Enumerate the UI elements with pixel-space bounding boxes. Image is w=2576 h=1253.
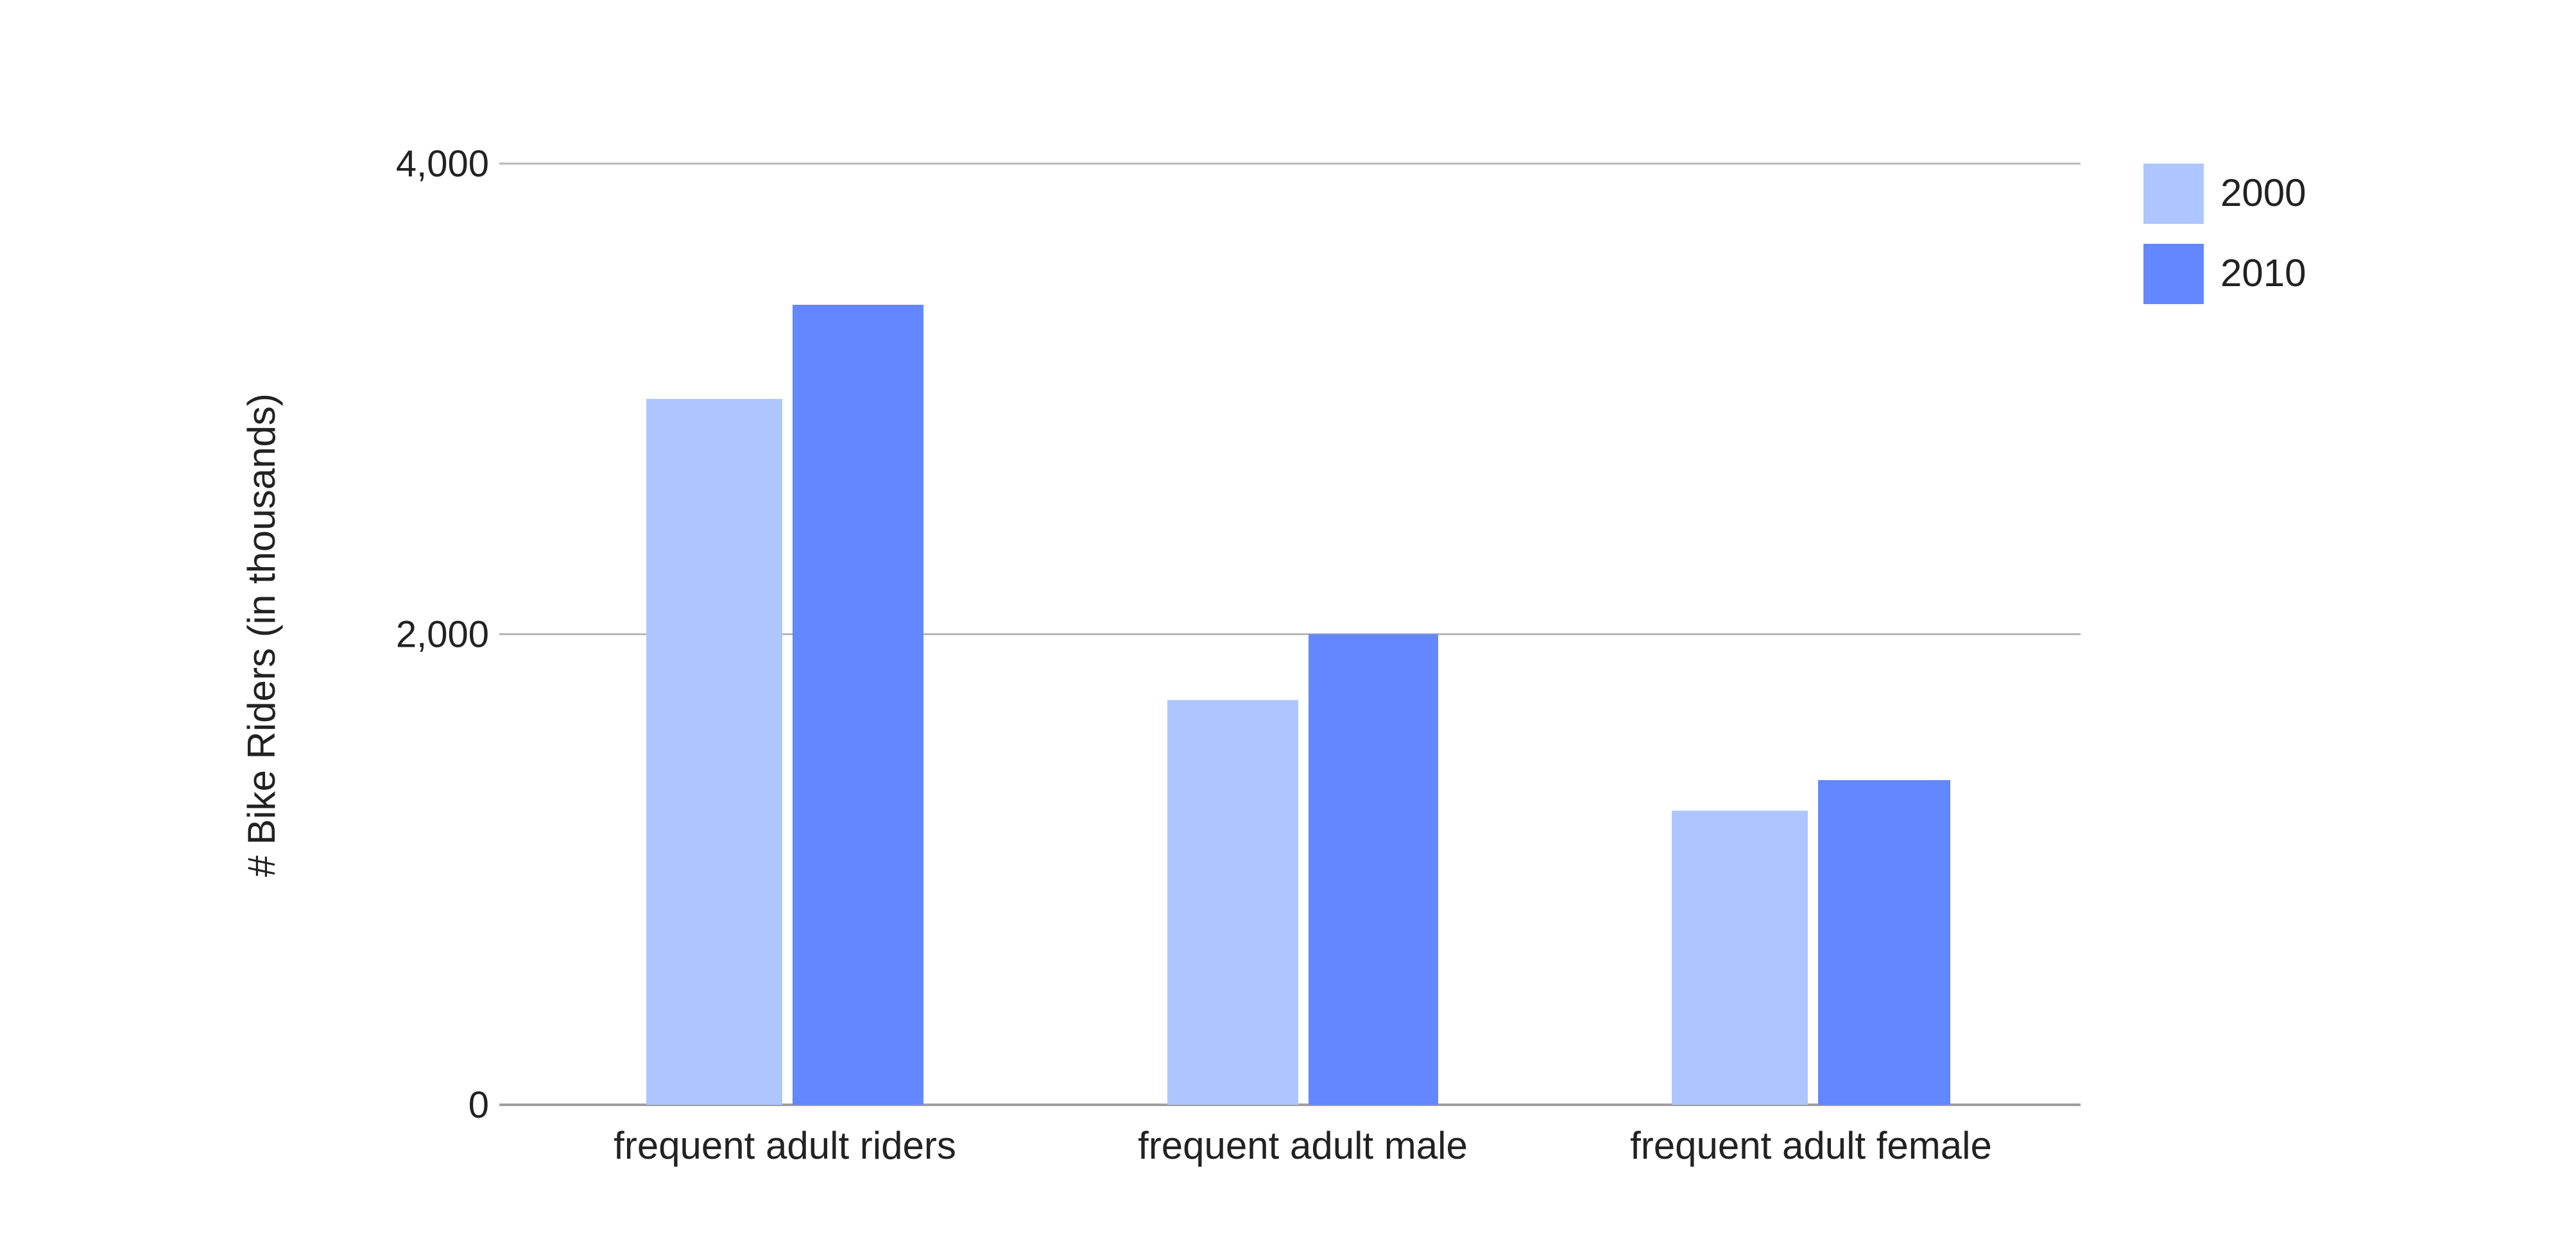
bar-2000 [646,398,782,1105]
bar-2000 [1672,810,1808,1105]
y-axis-title: # Bike Riders (in thousands) [240,393,283,877]
bar-2010 [793,305,923,1105]
legend-label-2000: 2000 [2220,171,2306,214]
y-tick-label: 0 [468,1084,489,1126]
legend-label-2010: 2010 [2220,251,2306,294]
legend-swatch-2010 [2143,244,2204,304]
x-category-label: frequent adult female [1630,1124,1992,1167]
bar-2000 [1167,700,1298,1105]
x-category-label: frequent adult male [1138,1124,1468,1167]
axes: 0 2,000 4,000 frequent adult riders frequent… [396,143,1992,1167]
bar-2010 [1818,780,1950,1105]
x-category-label: frequent adult riders [614,1124,956,1167]
y-tick-label: 4,000 [396,143,489,185]
legend-swatch-2000 [2143,164,2204,224]
bar-2010 [1309,634,1438,1105]
y-tick-label: 2,000 [396,614,489,656]
legend: 2000 2010 [2143,164,2306,304]
bars [646,305,1950,1105]
